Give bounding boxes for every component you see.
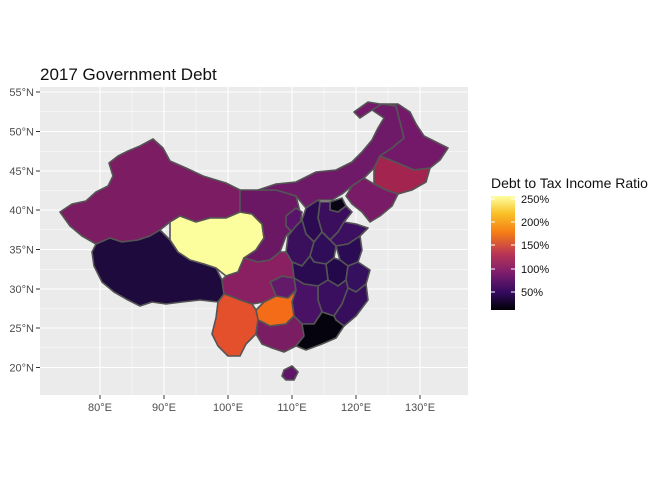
y-tick-label: 45°N bbox=[9, 166, 34, 178]
region-jilin bbox=[373, 155, 431, 195]
region-liaoning bbox=[345, 177, 399, 223]
region-hainan bbox=[281, 365, 299, 381]
y-tick-label: 50°N bbox=[9, 127, 34, 139]
y-tick-label: 25°N bbox=[9, 323, 34, 335]
y-tick-label: 40°N bbox=[9, 205, 34, 217]
y-tick-label: 30°N bbox=[9, 284, 34, 296]
x-tick-label: 100°E bbox=[213, 402, 243, 414]
axis-labels: 55°N 50°N 45°N 40°N 35°N 30°N 25°N 20°N 80°E 90°E… bbox=[9, 87, 435, 414]
legend-label: 50% bbox=[521, 287, 543, 299]
y-tick-label: 20°N bbox=[9, 363, 34, 375]
x-tick-label: 80°E bbox=[88, 402, 112, 414]
y-tick-label: 35°N bbox=[9, 245, 34, 257]
x-tick-label: 110°E bbox=[277, 402, 306, 414]
region-guangdong bbox=[295, 311, 345, 351]
legend-label: 200% bbox=[521, 217, 549, 229]
x-tick-label: 90°E bbox=[152, 402, 176, 414]
x-tick-label: 120°E bbox=[341, 402, 371, 414]
legend-title: Debt to Tax Income Ratio bbox=[491, 175, 648, 191]
chart-title: 2017 Government Debt bbox=[40, 65, 217, 84]
legend-label: 150% bbox=[521, 240, 549, 252]
provinces-layer bbox=[59, 101, 449, 381]
y-tick-label: 55°N bbox=[9, 87, 34, 99]
legend-colorbar bbox=[491, 196, 515, 310]
legend-label: 100% bbox=[521, 264, 549, 276]
legend: Debt to Tax Income Ratio 250% 200% 150% 100… bbox=[491, 175, 648, 310]
legend-label: 250% bbox=[521, 194, 549, 206]
legend-ticks: 250% 200% 150% 100% 50% bbox=[491, 194, 549, 299]
x-tick-label: 130°E bbox=[405, 402, 435, 414]
